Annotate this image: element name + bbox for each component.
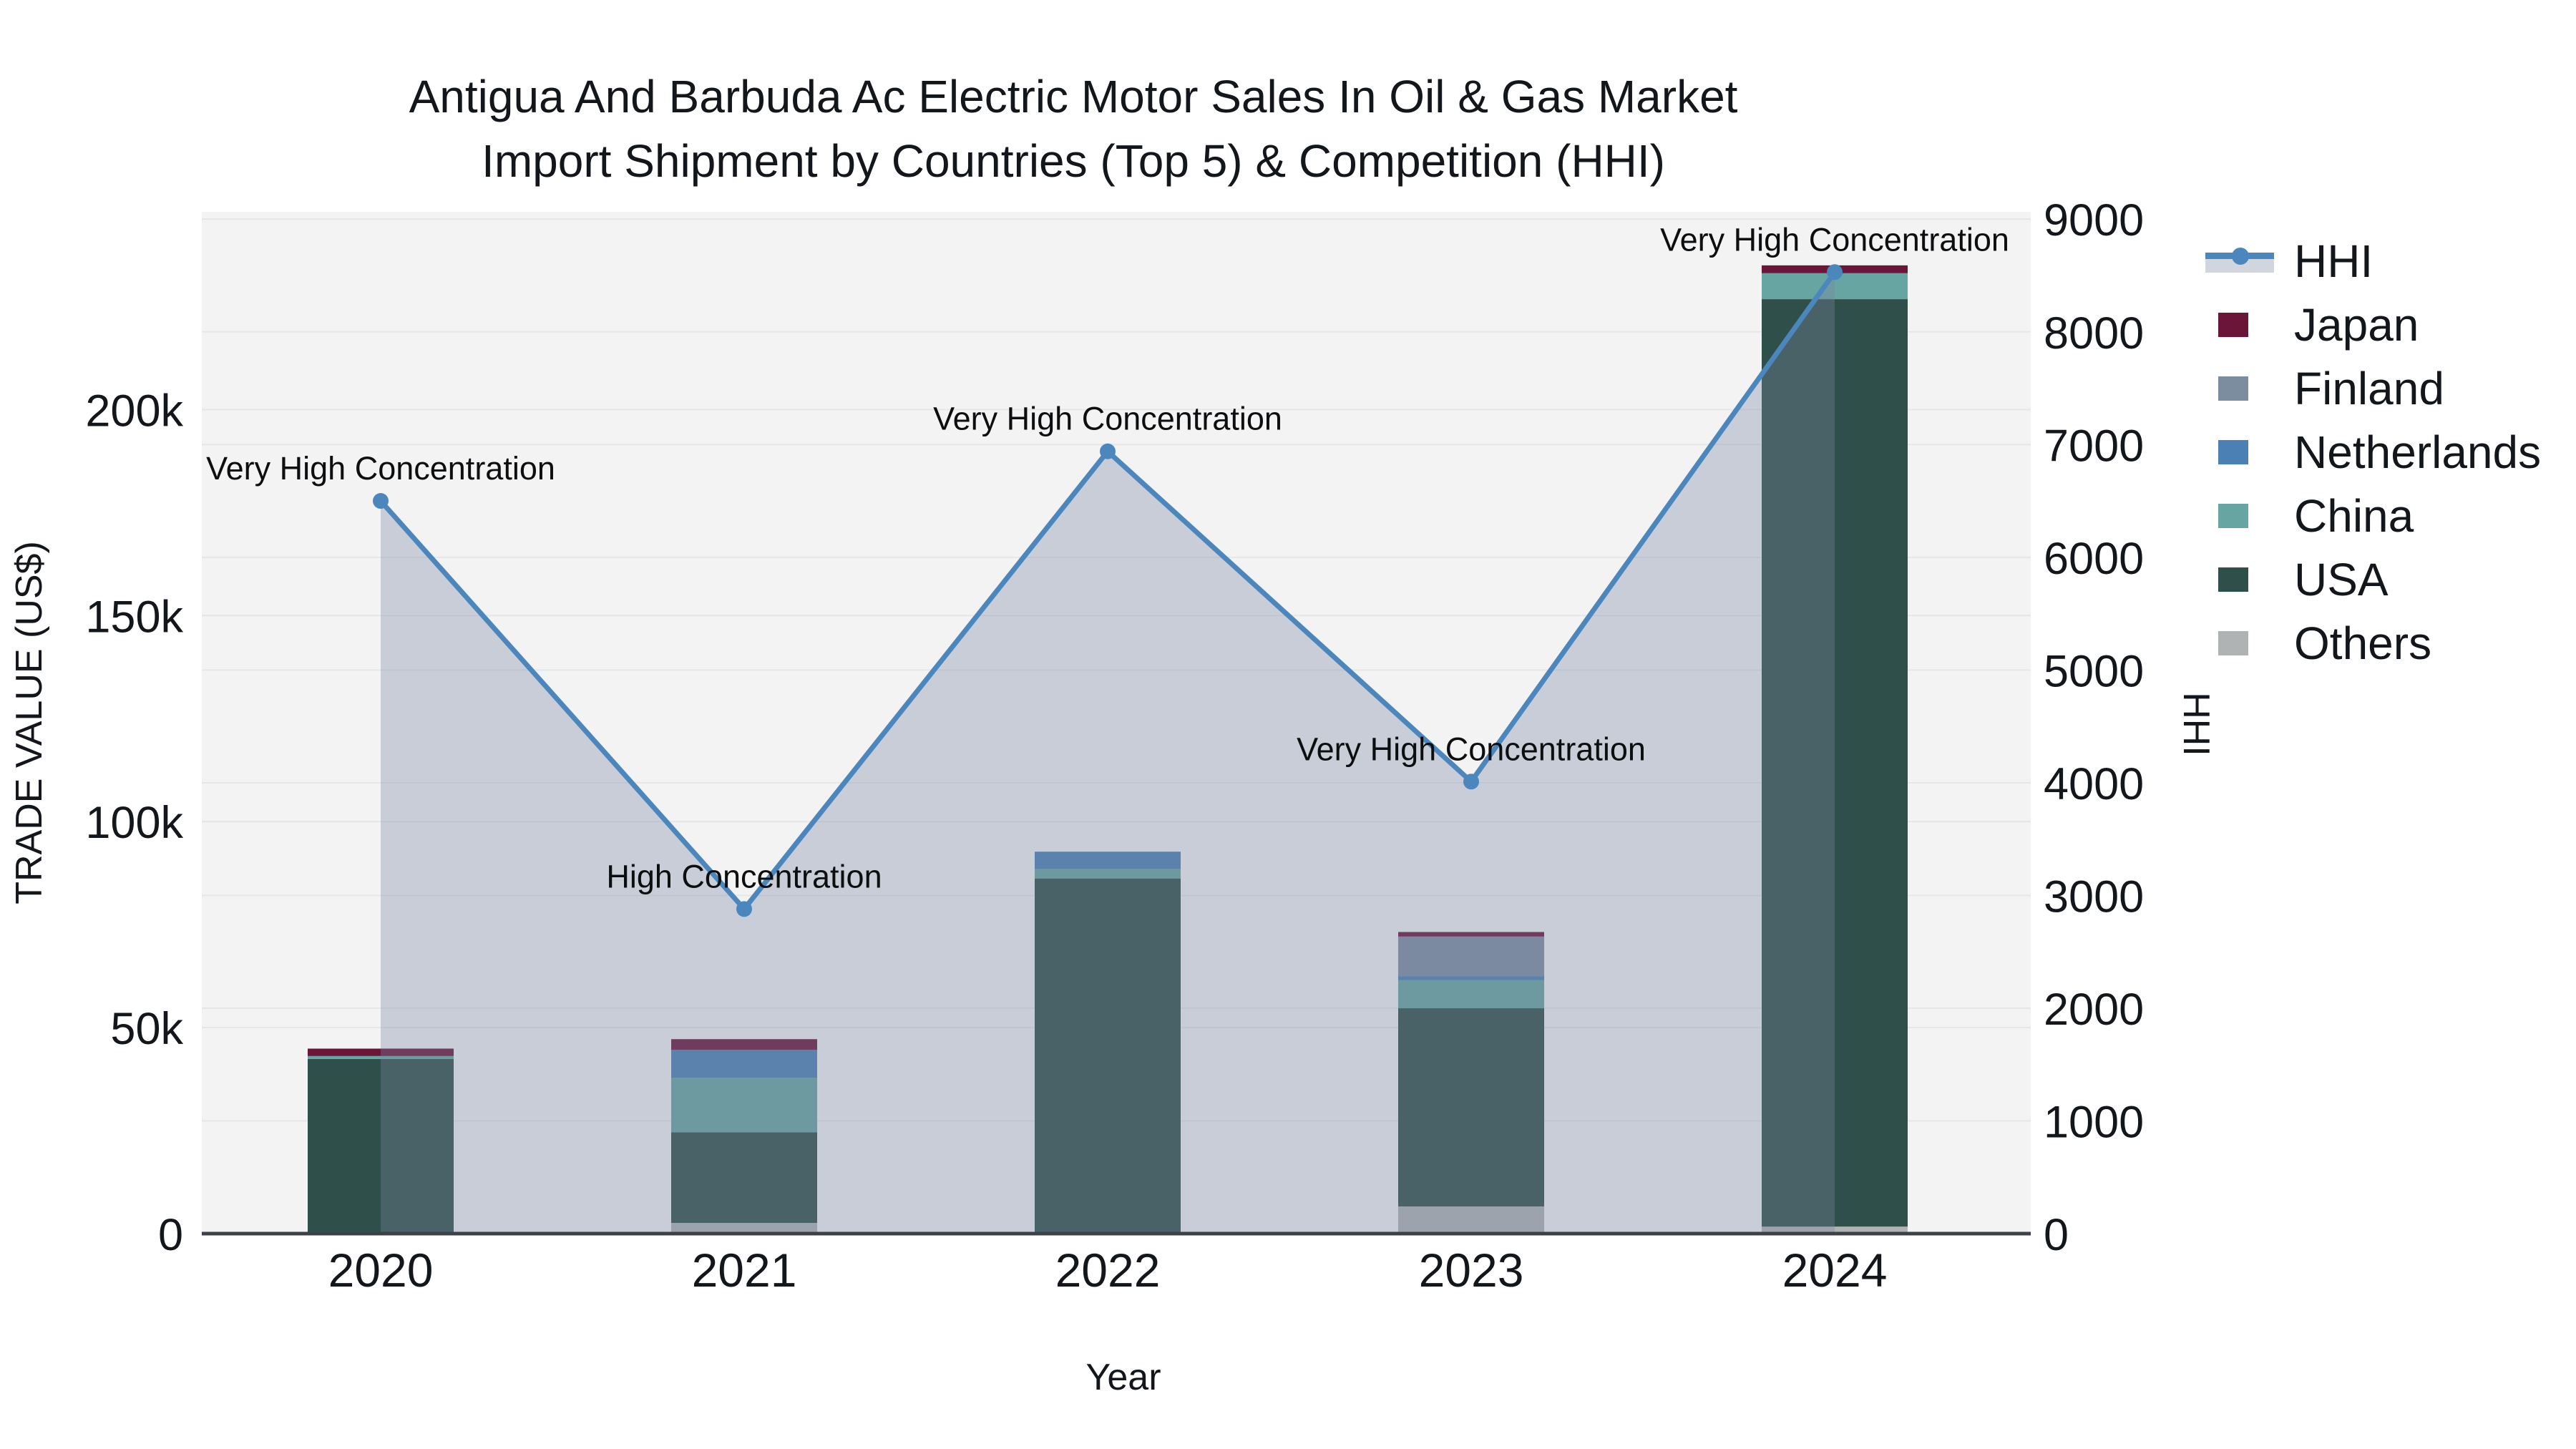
x-tick-label-2021: 2021 xyxy=(692,1244,797,1297)
legend-label-netherlands: Netherlands xyxy=(2294,426,2542,478)
bar-segment-China-2023 xyxy=(1398,980,1544,1009)
finland-color-swatch-icon xyxy=(2205,366,2274,411)
bar-segment-Others-2023 xyxy=(1398,1206,1544,1234)
hhi-marker-2020 xyxy=(373,493,389,509)
bar-segment-Japan-2020 xyxy=(308,1048,454,1056)
legend-item-others[interactable]: Others xyxy=(2205,611,2541,675)
right-tick-label-5000: 5000 xyxy=(2044,646,2144,696)
right-tick-label-0: 0 xyxy=(2044,1210,2069,1260)
left-tick-label-0: 0 xyxy=(158,1210,183,1260)
x-tick-label-2024: 2024 xyxy=(1782,1244,1888,1297)
bar-segment-Netherlands-2023 xyxy=(1398,976,1544,980)
right-tick-label-3000: 3000 xyxy=(2044,872,2144,922)
stacked-bars xyxy=(308,265,1908,1234)
bar-segment-Others-2021 xyxy=(671,1223,817,1234)
axis-tick-labels: 0 50k 100k 150k 200k 0 1000 2000 3000 4000 5000 600… xyxy=(85,195,2144,1297)
annotation-2024: Very High Concentration xyxy=(1660,221,2009,258)
right-tick-label-4000: 4000 xyxy=(2044,759,2144,809)
legend-label-finland: Finland xyxy=(2294,362,2444,414)
legend-item-netherlands[interactable]: Netherlands xyxy=(2205,420,2541,484)
netherlands-swatch xyxy=(2218,439,2248,464)
x-tick-label-2022: 2022 xyxy=(1055,1244,1161,1297)
hhi-area-fill xyxy=(381,272,1835,1234)
legend-label-hhi: HHI xyxy=(2294,235,2373,287)
bar-segment-Netherlands-2022 xyxy=(1035,852,1181,869)
bar-segment-USA-2020 xyxy=(308,1058,454,1234)
annotation-2022: Very High Concentration xyxy=(933,401,1282,437)
legend-item-hhi[interactable]: HHI xyxy=(2205,229,2541,293)
others-color-swatch-icon xyxy=(2205,621,2274,665)
right-tick-label-8000: 8000 xyxy=(2044,308,2144,358)
legend-label-usa: USA xyxy=(2294,553,2389,605)
gridlines xyxy=(202,218,2031,1122)
annotation-2023: Very High Concentration xyxy=(1297,731,1646,767)
hhi-marker-2022 xyxy=(1100,443,1116,459)
hhi-marker-2023 xyxy=(1463,774,1479,790)
bar-segment-Netherlands-2021 xyxy=(671,1050,817,1078)
left-tick-label-100k: 100k xyxy=(85,798,183,848)
annotation-2020: Very High Concentration xyxy=(206,450,555,487)
right-tick-label-1000: 1000 xyxy=(2044,1097,2144,1147)
finland-swatch xyxy=(2218,376,2248,401)
others-swatch xyxy=(2218,630,2248,655)
bar-segment-USA-2024 xyxy=(1762,299,1908,1227)
legend-label-japan: Japan xyxy=(2294,298,2419,351)
china-swatch xyxy=(2218,503,2248,528)
chart-title-line2: Import Shipment by Countries (Top 5) & C… xyxy=(482,135,1665,187)
hhi-line-swatch-icon xyxy=(2205,239,2274,283)
right-tick-label-9000: 9000 xyxy=(2044,195,2144,245)
left-tick-label-50k: 50k xyxy=(110,1004,183,1054)
right-tick-label-6000: 6000 xyxy=(2044,534,2144,584)
right-axis-title: HHI xyxy=(2175,692,2217,756)
left-tick-label-200k: 200k xyxy=(85,386,183,436)
legend-label-china: China xyxy=(2294,489,2414,542)
legend-item-usa[interactable]: USA xyxy=(2205,547,2541,611)
bar-segment-USA-2022 xyxy=(1035,878,1181,1234)
bar-segment-Japan-2023 xyxy=(1398,932,1544,937)
annotations: Very High Concentration High Concentratio… xyxy=(206,221,2009,894)
hhi-line-series xyxy=(373,264,1843,1234)
x-tick-label-2020: 2020 xyxy=(328,1244,434,1297)
chart-title: Antigua And Barbuda Ac Electric Motor Sa… xyxy=(0,64,2147,193)
usa-swatch xyxy=(2218,567,2248,592)
right-tick-label-7000: 7000 xyxy=(2044,421,2144,471)
hhi-marker-2024 xyxy=(1827,264,1843,280)
bar-segment-Others-2024 xyxy=(1762,1226,1908,1234)
japan-swatch xyxy=(2218,312,2248,337)
legend: HHI Japan Finland Netherlands China USA Others xyxy=(2205,229,2541,675)
usa-color-swatch-icon xyxy=(2205,557,2274,602)
bar-segment-USA-2021 xyxy=(671,1132,817,1224)
japan-color-swatch-icon xyxy=(2205,303,2274,347)
bar-segment-China-2021 xyxy=(671,1078,817,1133)
legend-item-finland[interactable]: Finland xyxy=(2205,356,2541,420)
bar-segment-Japan-2021 xyxy=(671,1039,817,1050)
netherlands-color-swatch-icon xyxy=(2205,430,2274,474)
left-tick-label-150k: 150k xyxy=(85,592,183,642)
hhi-swatch-part xyxy=(2232,247,2249,265)
hhi-marker-2021 xyxy=(736,901,752,917)
bar-segment-China-2020 xyxy=(308,1055,454,1059)
right-tick-label-2000: 2000 xyxy=(2044,985,2144,1035)
left-axis-title: TRADE VALUE (US$) xyxy=(9,541,50,904)
chart-title-line1: Antigua And Barbuda Ac Electric Motor Sa… xyxy=(409,71,1738,122)
legend-item-china[interactable]: China xyxy=(2205,484,2541,547)
x-tick-label-2023: 2023 xyxy=(1419,1244,1524,1297)
bar-segment-USA-2023 xyxy=(1398,1008,1544,1206)
bar-segment-China-2022 xyxy=(1035,869,1181,879)
china-color-swatch-icon xyxy=(2205,494,2274,538)
hhi-swatch xyxy=(2205,247,2274,275)
x-axis-title: Year xyxy=(1085,1357,1161,1398)
legend-item-japan[interactable]: Japan xyxy=(2205,293,2541,356)
legend-label-others: Others xyxy=(2294,617,2432,669)
bar-segment-Finland-2023 xyxy=(1398,936,1544,977)
annotation-2021: High Concentration xyxy=(606,858,882,894)
